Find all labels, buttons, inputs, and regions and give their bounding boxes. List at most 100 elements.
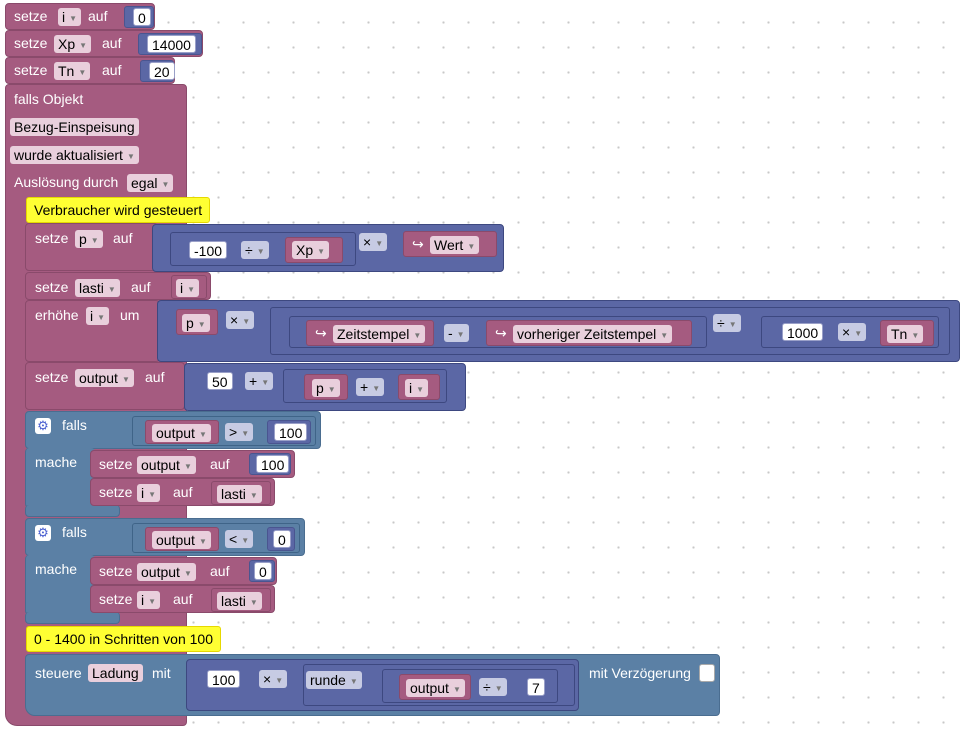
if-block-1-do[interactable]: mache	[25, 448, 95, 508]
number-field-0[interactable]: 0	[254, 562, 272, 580]
divide-block[interactable]: ↪ Zeitstempel ▼ - ▼ ↪ vorheriger Zeitstemp…	[270, 307, 950, 355]
divide-operator-dropdown[interactable]: ÷ ▼	[241, 241, 269, 259]
minus-operator-dropdown[interactable]: - ▼	[444, 324, 469, 342]
compare-operator-dropdown[interactable]: < ▼	[225, 530, 254, 548]
compare-block[interactable]: output ▼ < ▼ 0	[132, 523, 300, 553]
var-dropdown-output[interactable]: output ▼	[152, 531, 211, 549]
plus-block[interactable]: p ▼ + ▼ i ▼	[283, 369, 447, 403]
var-get-output[interactable]: output ▼	[145, 527, 219, 551]
set-output-100-block[interactable]: setze output ▼ auf 100	[90, 450, 295, 478]
zeitstempel-block[interactable]: ↪ Zeitstempel ▼	[306, 320, 434, 346]
var-get-output[interactable]: output ▼	[145, 420, 219, 444]
var-dropdown-i[interactable]: i ▼	[137, 484, 161, 502]
var-get-xp[interactable]: Xp ▼	[285, 237, 343, 263]
target-object-field[interactable]: Ladung	[88, 664, 143, 682]
var-dropdown-xp[interactable]: Xp ▼	[54, 35, 92, 53]
multiply-block[interactable]: -100 ÷ ▼ Xp ▼ × ▼ ↪ Wert ▼	[152, 224, 504, 272]
vorheriger-zeitstempel-block[interactable]: ↪ vorheriger Zeitstempel ▼	[486, 320, 692, 346]
multiply-operator-dropdown[interactable]: × ▼	[226, 311, 255, 329]
divide-block[interactable]: -100 ÷ ▼ Xp ▼	[170, 232, 356, 266]
compare-block[interactable]: output ▼ > ▼ 100	[132, 416, 316, 446]
set-i-lasti-block[interactable]: setze i ▼ auf lasti ▼	[90, 478, 275, 506]
set-tn-block[interactable]: setze Tn ▼ auf 20	[5, 57, 175, 84]
var-dropdown-p[interactable]: p ▼	[75, 230, 103, 248]
var-dropdown-output[interactable]: output ▼	[406, 679, 465, 697]
var-dropdown-p[interactable]: p ▼	[182, 314, 210, 332]
var-dropdown-lasti[interactable]: lasti ▼	[217, 592, 262, 610]
plus-operator-dropdown[interactable]: + ▼	[245, 372, 274, 390]
var-get-i[interactable]: i ▼	[171, 275, 207, 299]
source-dropdown[interactable]: egal ▼	[127, 174, 174, 192]
comment-verbraucher[interactable]: Verbraucher wird gesteuert	[26, 197, 211, 223]
divide-operator-dropdown[interactable]: ÷ ▼	[713, 314, 741, 332]
var-dropdown-lasti[interactable]: lasti ▼	[75, 279, 120, 297]
wert-dropdown[interactable]: Wert ▼	[430, 236, 480, 254]
multiply-operator-dropdown[interactable]: × ▼	[838, 323, 867, 341]
increment-i-block[interactable]: erhöhe i ▼ um	[25, 300, 160, 362]
set-p-block[interactable]: setze p ▼ auf	[25, 223, 158, 271]
vorheriger-zeitstempel-dropdown[interactable]: vorheriger Zeitstempel ▼	[513, 325, 673, 343]
var-get-lasti[interactable]: lasti ▼	[211, 481, 271, 505]
number-field-7[interactable]: 7	[527, 678, 545, 696]
plus-block[interactable]: 50 + ▼ p ▼ + ▼ i ▼	[184, 363, 466, 411]
number-field-0[interactable]: 0	[133, 8, 151, 26]
divide-block[interactable]: output ▼ ÷ ▼ 7	[382, 669, 558, 703]
event-dropdown[interactable]: wurde aktualisiert ▼	[10, 146, 139, 164]
gear-icon[interactable]: ⚙	[35, 418, 51, 434]
var-dropdown-output[interactable]: output ▼	[75, 369, 134, 387]
divide-operator-dropdown[interactable]: ÷ ▼	[479, 678, 507, 696]
set-i-block[interactable]: setze i ▼ auf 0	[5, 3, 155, 30]
minus-block[interactable]: ↪ Zeitstempel ▼ - ▼ ↪ vorheriger Zeitstemp…	[289, 316, 707, 348]
object-id-field[interactable]: Bezug-Einspeisung	[10, 118, 139, 136]
round-dropdown[interactable]: runde ▼	[306, 671, 362, 689]
gear-icon[interactable]: ⚙	[35, 525, 51, 541]
var-dropdown-i[interactable]: i ▼	[405, 379, 429, 397]
multiply-block[interactable]: 1000 × ▼ Tn ▼	[761, 316, 939, 348]
if-block-2[interactable]: ⚙ falls output ▼ < ▼ 0	[25, 518, 305, 556]
compare-operator-dropdown[interactable]: > ▼	[225, 423, 254, 441]
var-dropdown-tn[interactable]: Tn ▼	[54, 62, 91, 80]
zeitstempel-dropdown[interactable]: Zeitstempel ▼	[333, 325, 426, 343]
var-dropdown-p[interactable]: p ▼	[312, 379, 340, 397]
number-field-50[interactable]: 50	[207, 372, 233, 390]
var-get-lasti[interactable]: lasti ▼	[211, 588, 271, 612]
if-block-2-do[interactable]: mache	[25, 555, 95, 615]
set-i-lasti-block[interactable]: setze i ▼ auf lasti ▼	[90, 585, 275, 613]
var-dropdown-tn[interactable]: Tn ▼	[887, 325, 924, 343]
number-field-100[interactable]: 100	[274, 423, 308, 441]
number-field-0[interactable]: 0	[273, 530, 291, 548]
var-get-output[interactable]: output ▼	[399, 674, 471, 700]
var-get-tn[interactable]: Tn ▼	[880, 320, 934, 346]
number-field-100[interactable]: 100	[256, 455, 290, 473]
var-dropdown-lasti[interactable]: lasti ▼	[217, 485, 262, 503]
round-block[interactable]: runde ▼ output ▼ ÷ ▼ 7	[303, 664, 575, 706]
var-dropdown-output[interactable]: output ▼	[137, 456, 196, 474]
var-dropdown-i[interactable]: i ▼	[137, 591, 161, 609]
number-field-14000[interactable]: 14000	[147, 35, 196, 53]
wert-block[interactable]: ↪ Wert ▼	[403, 231, 497, 257]
var-dropdown-output[interactable]: output ▼	[152, 424, 211, 442]
plus-operator-dropdown[interactable]: + ▼	[356, 378, 385, 396]
multiply-block[interactable]: p ▼ × ▼ ↪ Zeitstempel ▼ - ▼ ↪ vorheriger Zei…	[157, 300, 960, 362]
set-output-0-block[interactable]: setze output ▼ auf 0	[90, 557, 277, 585]
set-xp-block[interactable]: setze Xp ▼ auf 14000	[5, 30, 203, 57]
multiply-operator-dropdown[interactable]: × ▼	[359, 233, 388, 251]
set-lasti-block[interactable]: setze lasti ▼ auf i ▼	[25, 272, 211, 300]
var-dropdown-output[interactable]: output ▼	[137, 563, 196, 581]
multiply-block[interactable]: 100 × ▼ runde ▼ output ▼ ÷ ▼ 7	[186, 659, 579, 711]
var-dropdown-xp[interactable]: Xp ▼	[292, 241, 330, 259]
number-field-20[interactable]: 20	[149, 62, 175, 80]
if-block-1[interactable]: ⚙ falls output ▼ > ▼ 100	[25, 411, 321, 449]
var-dropdown-i[interactable]: i ▼	[58, 8, 82, 26]
var-get-i[interactable]: i ▼	[398, 374, 440, 400]
multiply-operator-dropdown[interactable]: × ▼	[259, 670, 288, 688]
var-dropdown-i[interactable]: i ▼	[176, 279, 200, 297]
var-dropdown-i[interactable]: i ▼	[86, 307, 110, 325]
number-field-1000[interactable]: 1000	[782, 323, 824, 341]
var-get-p[interactable]: p ▼	[176, 309, 218, 335]
var-get-p[interactable]: p ▼	[304, 374, 348, 400]
number-field-minus100[interactable]: -100	[189, 241, 228, 259]
delay-checkbox[interactable]	[699, 664, 715, 682]
number-field-100[interactable]: 100	[207, 670, 241, 688]
